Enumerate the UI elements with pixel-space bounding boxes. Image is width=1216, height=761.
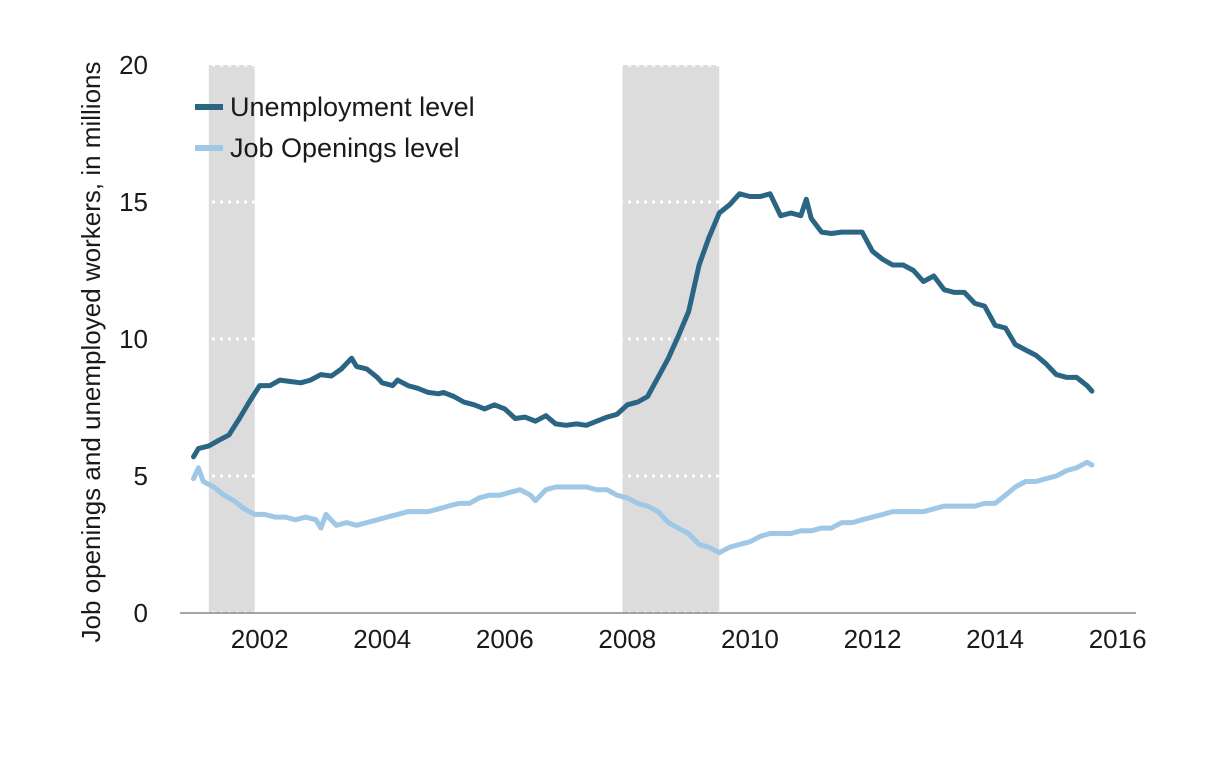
recession-band-1 [208, 65, 255, 613]
y-tick-label-10: 10 [119, 324, 148, 354]
x-tick-label-2016: 2016 [1089, 624, 1147, 654]
y-axis-title: Job openings and unemployed workers, in … [76, 62, 106, 643]
x-tick-label-2006: 2006 [476, 624, 534, 654]
x-tick-labels: 2002 2004 2006 2008 2010 2012 2014 2016 [231, 624, 1147, 654]
series-line-openings [191, 459, 1095, 556]
y-tick-label-0: 0 [134, 598, 148, 628]
x-tick-label-2014: 2014 [966, 624, 1024, 654]
y-tick-label-5: 5 [134, 461, 148, 491]
y-tick-label-20: 20 [119, 50, 148, 80]
legend-label-unemployment: Unemployment level [230, 92, 475, 122]
legend: Unemployment level Job Openings level [195, 92, 475, 163]
x-tick-label-2004: 2004 [353, 624, 411, 654]
y-tick-label-15: 15 [119, 187, 148, 217]
legend-label-openings: Job Openings level [230, 133, 460, 163]
x-tick-label-2008: 2008 [598, 624, 656, 654]
x-tick-label-2002: 2002 [231, 624, 289, 654]
x-tick-label-2012: 2012 [844, 624, 902, 654]
x-tick-label-2010: 2010 [721, 624, 779, 654]
series-lines-group [191, 191, 1095, 556]
series-line-unemployment [191, 191, 1095, 460]
y-tick-labels: 0 5 10 15 20 [119, 50, 148, 628]
